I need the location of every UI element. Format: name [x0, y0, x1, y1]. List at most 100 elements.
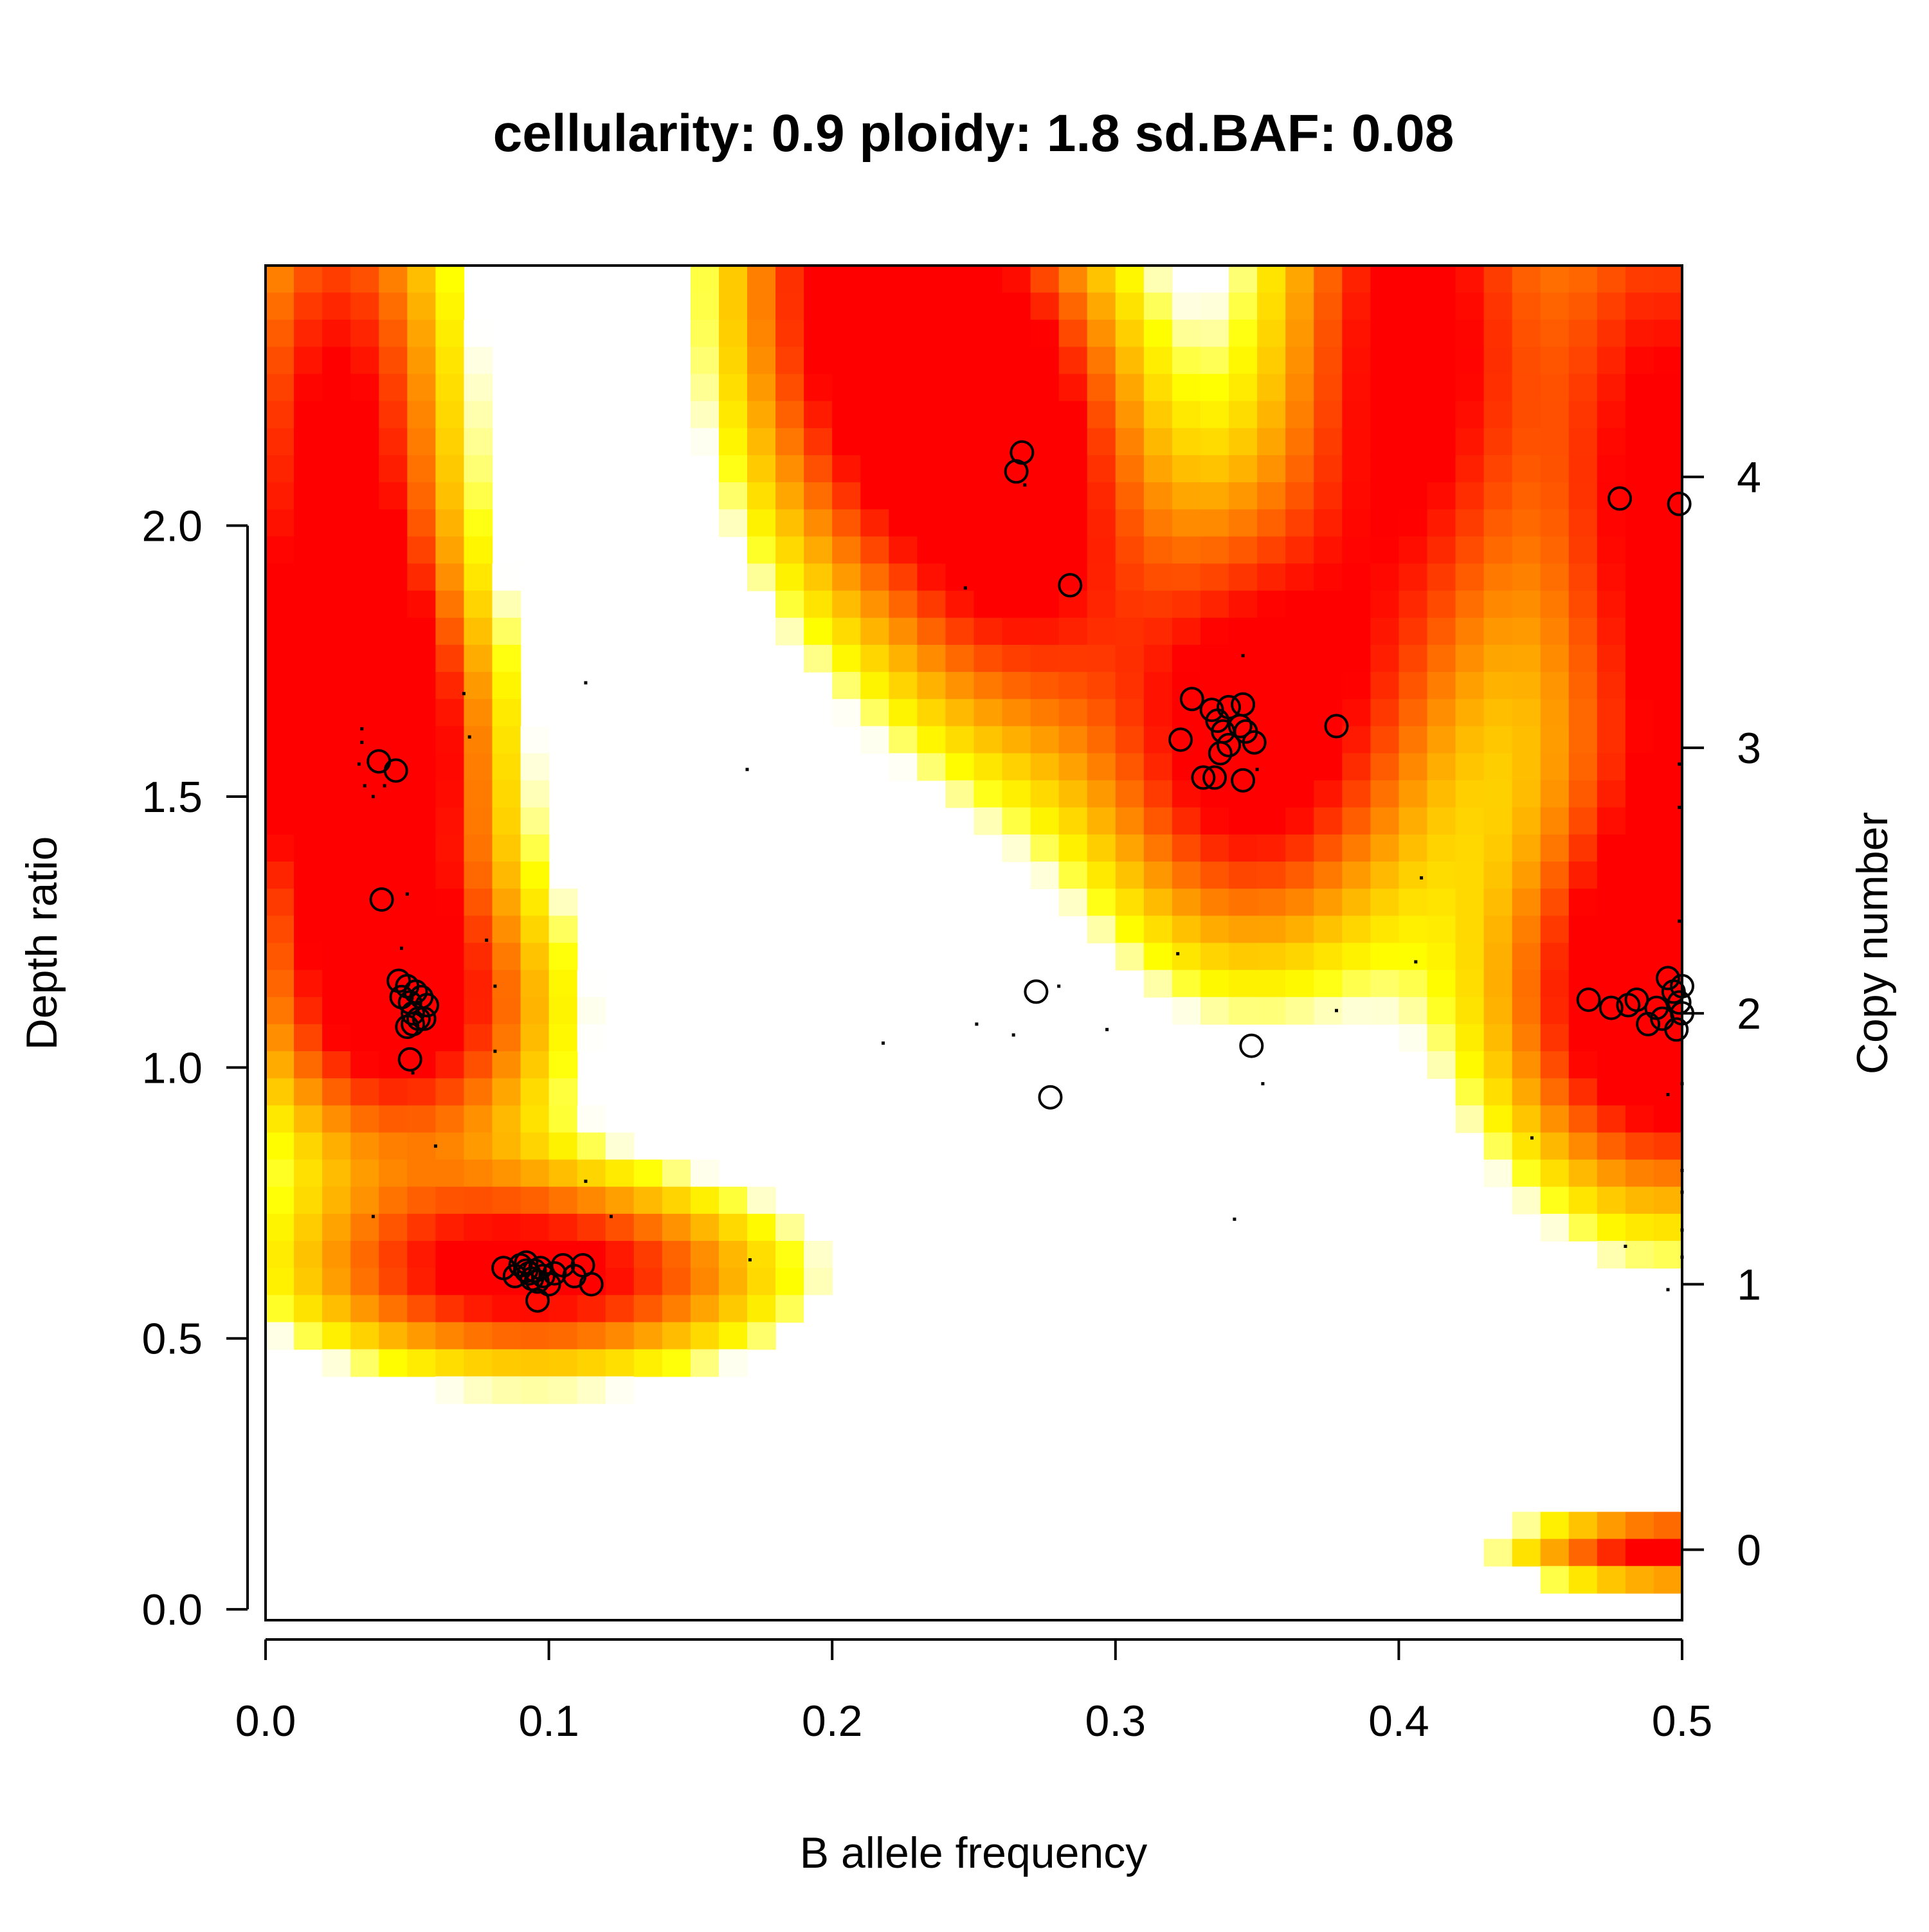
heat-cell — [1172, 293, 1201, 321]
heat-cell — [1483, 1051, 1513, 1079]
heat-cell — [1257, 401, 1286, 429]
heat-cell — [1342, 617, 1372, 646]
heat-cell — [832, 428, 862, 456]
heat-cell — [1285, 699, 1315, 727]
heat-cell — [1625, 644, 1654, 673]
heat-cell — [1653, 428, 1683, 456]
heat-cell — [1427, 293, 1456, 321]
heat-cell — [917, 374, 946, 402]
heat-cell — [1427, 672, 1456, 700]
heat-cell — [889, 482, 918, 510]
heat-cell — [974, 482, 1003, 510]
heat-cell — [860, 590, 890, 618]
heat-cell — [945, 374, 975, 402]
heat-cell — [1625, 590, 1654, 618]
heat-cell — [1257, 753, 1286, 781]
heat-cell — [548, 1105, 578, 1133]
heat-cell — [1653, 780, 1683, 808]
segment-point-small — [467, 735, 471, 739]
heat-cell — [492, 997, 521, 1025]
heat-cell — [1540, 862, 1570, 890]
heat-cell — [1455, 672, 1485, 700]
heat-cell — [1115, 374, 1145, 402]
heat-cell — [322, 1241, 351, 1268]
heat-cell — [1314, 617, 1343, 646]
segment-point-small — [1023, 483, 1027, 487]
heat-cell — [804, 455, 833, 483]
segment-point-small — [1678, 806, 1681, 809]
heat-cell — [1172, 347, 1201, 375]
heat-cell — [775, 617, 804, 646]
heat-cell — [1229, 617, 1258, 646]
heat-cell — [464, 590, 493, 618]
heat-cell — [266, 726, 294, 754]
heat-cell — [1172, 590, 1201, 618]
heat-cell — [1483, 374, 1513, 402]
heat-cell — [435, 699, 465, 727]
heat-cell — [520, 1078, 550, 1106]
heat-cell — [548, 1132, 578, 1160]
heat-cell — [1314, 889, 1343, 917]
heat-cell — [1030, 590, 1060, 618]
heat-cell — [662, 1186, 691, 1214]
heat-cell — [917, 482, 946, 510]
heat-cell — [1172, 943, 1201, 971]
heat-cell — [1143, 889, 1173, 917]
heat-cell — [379, 807, 408, 835]
heat-cell — [492, 780, 521, 808]
heat-cell — [294, 997, 323, 1025]
heat-cell — [1653, 374, 1683, 402]
heat-cell — [294, 943, 323, 971]
heat-cell — [379, 672, 408, 700]
heat-cell — [1200, 672, 1229, 700]
heat-cell — [1568, 1512, 1598, 1540]
heat-cell — [917, 266, 946, 293]
heat-cell — [1370, 644, 1400, 673]
heat-cell — [690, 374, 720, 402]
heat-cell — [464, 374, 493, 402]
heat-cell — [1115, 834, 1145, 862]
heat-cell — [974, 644, 1003, 673]
heat-cell — [1342, 943, 1372, 971]
segment-point-small — [748, 1258, 752, 1261]
heat-cell — [1030, 482, 1060, 510]
heat-cell — [945, 428, 975, 456]
heat-cell — [1455, 293, 1485, 321]
heat-cell — [1172, 672, 1201, 700]
heat-cell — [294, 401, 323, 429]
heat-cell — [322, 590, 351, 618]
heat-cell — [889, 428, 918, 456]
heat-cell — [435, 889, 465, 917]
heat-cell — [322, 1024, 351, 1052]
heat-cell — [917, 536, 946, 564]
heat-cell — [1087, 672, 1116, 700]
heat-cell — [1200, 563, 1229, 591]
heat-cell — [747, 1213, 776, 1241]
heat-cell — [1314, 374, 1343, 402]
heat-cell — [1512, 970, 1541, 998]
heat-cell — [548, 1213, 578, 1241]
heat-cell — [350, 1322, 380, 1350]
heat-cell — [1399, 536, 1428, 564]
heat-cell — [1512, 455, 1541, 483]
heat-cell — [1143, 780, 1173, 808]
heat-cell — [974, 347, 1003, 375]
heat-cell — [407, 1295, 437, 1323]
heat-cell — [1087, 780, 1116, 808]
x-tick-label: 0.5 — [1652, 1697, 1713, 1746]
heat-cell — [605, 1159, 635, 1187]
heat-cell — [1087, 916, 1116, 944]
heat-cell — [1512, 1078, 1541, 1106]
heat-cell — [1143, 590, 1173, 618]
heat-cell — [407, 1159, 437, 1187]
heat-cell — [804, 293, 833, 321]
heat-cell — [1483, 1078, 1513, 1106]
heat-cell — [1483, 320, 1513, 348]
heat-cell — [435, 374, 465, 402]
heat-cell — [889, 699, 918, 727]
heat-cell — [1399, 943, 1428, 971]
heat-cell — [1285, 997, 1315, 1025]
heat-cell — [322, 889, 351, 917]
heat-cell — [1229, 347, 1258, 375]
heat-cell — [1342, 780, 1372, 808]
